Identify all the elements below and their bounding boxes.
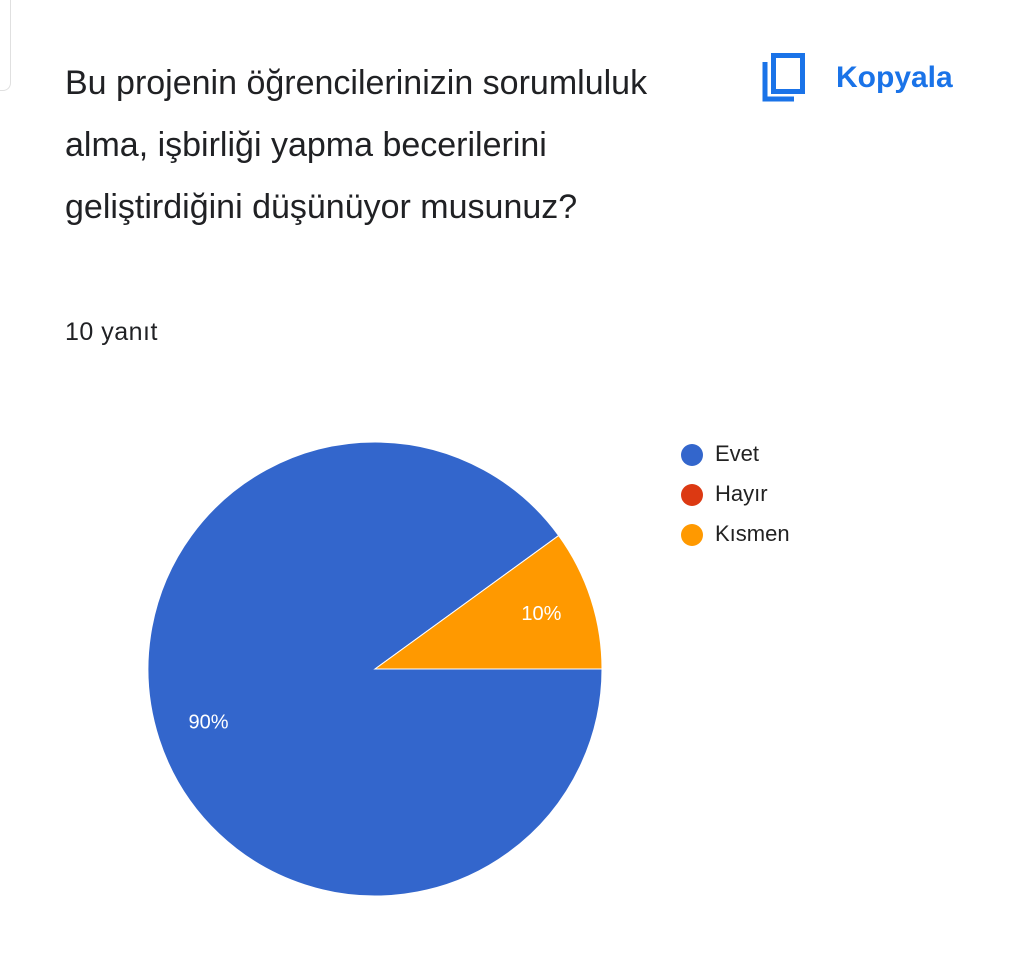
legend-label: Kısmen — [715, 521, 790, 546]
pie-slice — [373, 534, 603, 670]
question-title: Bu projenin öğrencilerinizin sorumluluk … — [65, 64, 648, 226]
pie-chart: 90% 10% Evet Hayır Kısmen — [147, 441, 790, 897]
legend-label: Evet — [715, 441, 759, 466]
response-count: 10 yanıt — [65, 318, 158, 346]
copy-button[interactable]: Kopyala — [760, 52, 953, 104]
slice-label: 90% — [189, 711, 229, 733]
legend-swatch — [681, 444, 703, 466]
card-edge — [0, 0, 11, 91]
legend-label: Hayır — [715, 481, 768, 506]
legend-swatch — [681, 484, 703, 506]
copy-label[interactable]: Kopyala — [836, 61, 953, 94]
copy-icon — [762, 53, 805, 102]
legend-swatch — [681, 524, 703, 546]
slice-label: 10% — [521, 603, 561, 625]
